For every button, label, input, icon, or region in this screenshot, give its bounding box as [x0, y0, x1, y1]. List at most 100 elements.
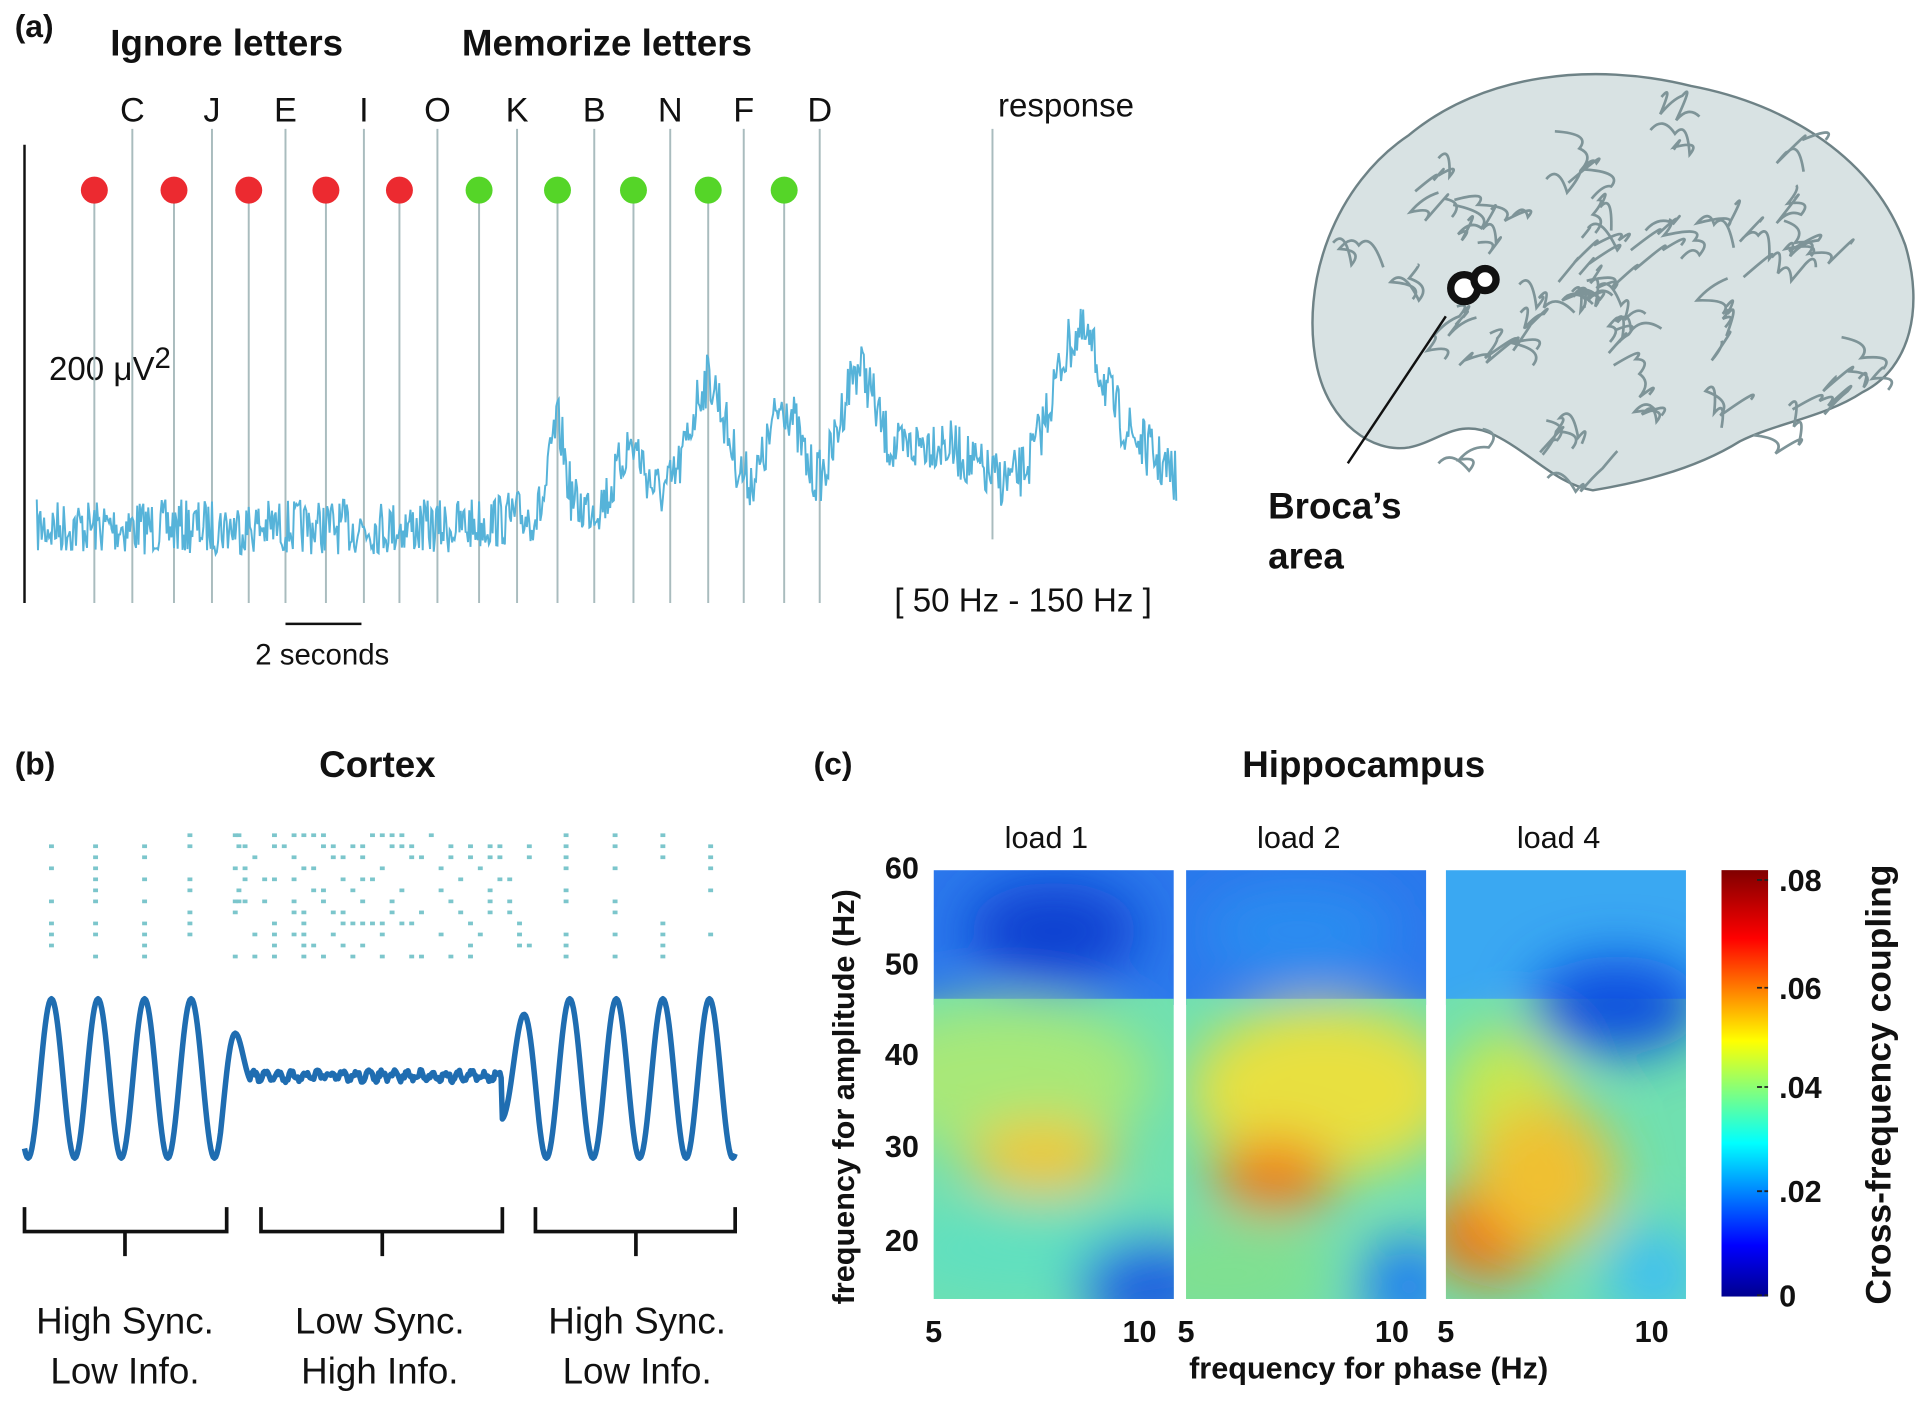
- colorbar-tick-label: .02: [1779, 1175, 1822, 1209]
- spike: [236, 844, 242, 849]
- heat-blob: [1605, 1225, 1686, 1299]
- spike: [660, 844, 666, 849]
- spike: [142, 954, 148, 959]
- spike: [301, 943, 307, 948]
- spike: [487, 910, 493, 915]
- cue-dot: [160, 176, 188, 204]
- spike: [93, 888, 99, 893]
- heat-blob: [933, 1004, 1152, 1152]
- spike: [419, 855, 424, 860]
- spike: [291, 855, 297, 860]
- spike: [507, 899, 513, 904]
- x-tick-label: 5: [1178, 1315, 1195, 1349]
- spike: [142, 844, 148, 849]
- spike: [612, 954, 618, 959]
- x-tick-label: 5: [925, 1315, 942, 1349]
- panel-label: (c): [814, 746, 853, 782]
- region-label: Broca’s: [1268, 485, 1401, 526]
- brain: [1311, 72, 1915, 494]
- spike: [232, 866, 238, 871]
- spike: [232, 910, 238, 915]
- heat-blob: [1186, 1225, 1336, 1299]
- spike: [187, 921, 193, 926]
- gyrus: [1781, 233, 1823, 258]
- letter: O: [424, 91, 451, 129]
- spike: [438, 932, 444, 937]
- spike: [379, 954, 385, 959]
- letter: N: [658, 91, 683, 129]
- gyrus: [1414, 152, 1456, 193]
- spike: [232, 833, 238, 838]
- spike: [612, 833, 618, 838]
- gyrus: [1454, 194, 1533, 222]
- spike: [340, 921, 346, 926]
- cue-dot: [465, 176, 493, 204]
- spike: [242, 844, 248, 849]
- gyrus: [1612, 351, 1655, 399]
- spike: [370, 877, 375, 882]
- spike: [612, 932, 618, 937]
- spike: [389, 910, 395, 915]
- spike: [232, 899, 238, 904]
- spike: [49, 932, 54, 937]
- state-label: Low Sync.: [295, 1300, 465, 1341]
- spike: [360, 921, 366, 926]
- spike: [291, 877, 297, 882]
- spike: [49, 866, 54, 871]
- panel-label: (b): [15, 746, 56, 782]
- spike: [399, 844, 405, 849]
- cue-dot: [694, 176, 722, 204]
- cue-dot: [385, 176, 413, 204]
- spike: [187, 877, 193, 882]
- spike: [660, 943, 666, 948]
- y-tick-label: 50: [885, 947, 919, 981]
- spike: [330, 910, 336, 915]
- gyrus: [1437, 427, 1495, 473]
- y-tick-label: 60: [885, 852, 919, 886]
- spike: [93, 899, 99, 904]
- spike: [428, 833, 434, 838]
- pointer: [1346, 315, 1447, 465]
- spike: [142, 921, 148, 926]
- spike: [507, 910, 513, 915]
- spike: [419, 910, 424, 915]
- spike: [563, 954, 569, 959]
- gyrus: [1606, 315, 1663, 343]
- spike: [409, 844, 415, 849]
- spike: [409, 954, 415, 959]
- spike: [49, 943, 54, 948]
- spike: [272, 954, 277, 959]
- spike: [379, 921, 385, 926]
- heading: Memorize letters: [462, 22, 752, 63]
- gyrus: [1710, 299, 1735, 362]
- gyrus: [1518, 279, 1576, 314]
- colorbar: [1721, 870, 1769, 1297]
- spike: [301, 954, 307, 959]
- spike: [448, 954, 454, 959]
- spike: [487, 844, 493, 849]
- gyrus: [1546, 450, 1619, 494]
- letter: E: [274, 91, 297, 129]
- heat-blob: [1188, 1004, 1427, 1177]
- y-tick-label: 40: [885, 1038, 919, 1072]
- gyrus: [1791, 384, 1853, 416]
- heatmap: [1186, 870, 1427, 1299]
- spike: [301, 833, 307, 838]
- gyrus: [1783, 219, 1855, 265]
- gyrus: [1649, 122, 1695, 159]
- spike: [487, 888, 493, 893]
- spike: [242, 877, 248, 882]
- load-label: load 1: [1005, 821, 1088, 855]
- time-label: 2 seconds: [255, 638, 389, 671]
- spike: [321, 844, 326, 849]
- state-label: Low Info.: [563, 1351, 712, 1392]
- spike: [350, 921, 356, 926]
- spike: [526, 943, 532, 948]
- spike: [438, 888, 444, 893]
- gamma-trace: [35, 308, 1178, 558]
- gyrus: [1770, 251, 1818, 285]
- spike: [448, 899, 454, 904]
- heat-blob: [967, 882, 1140, 981]
